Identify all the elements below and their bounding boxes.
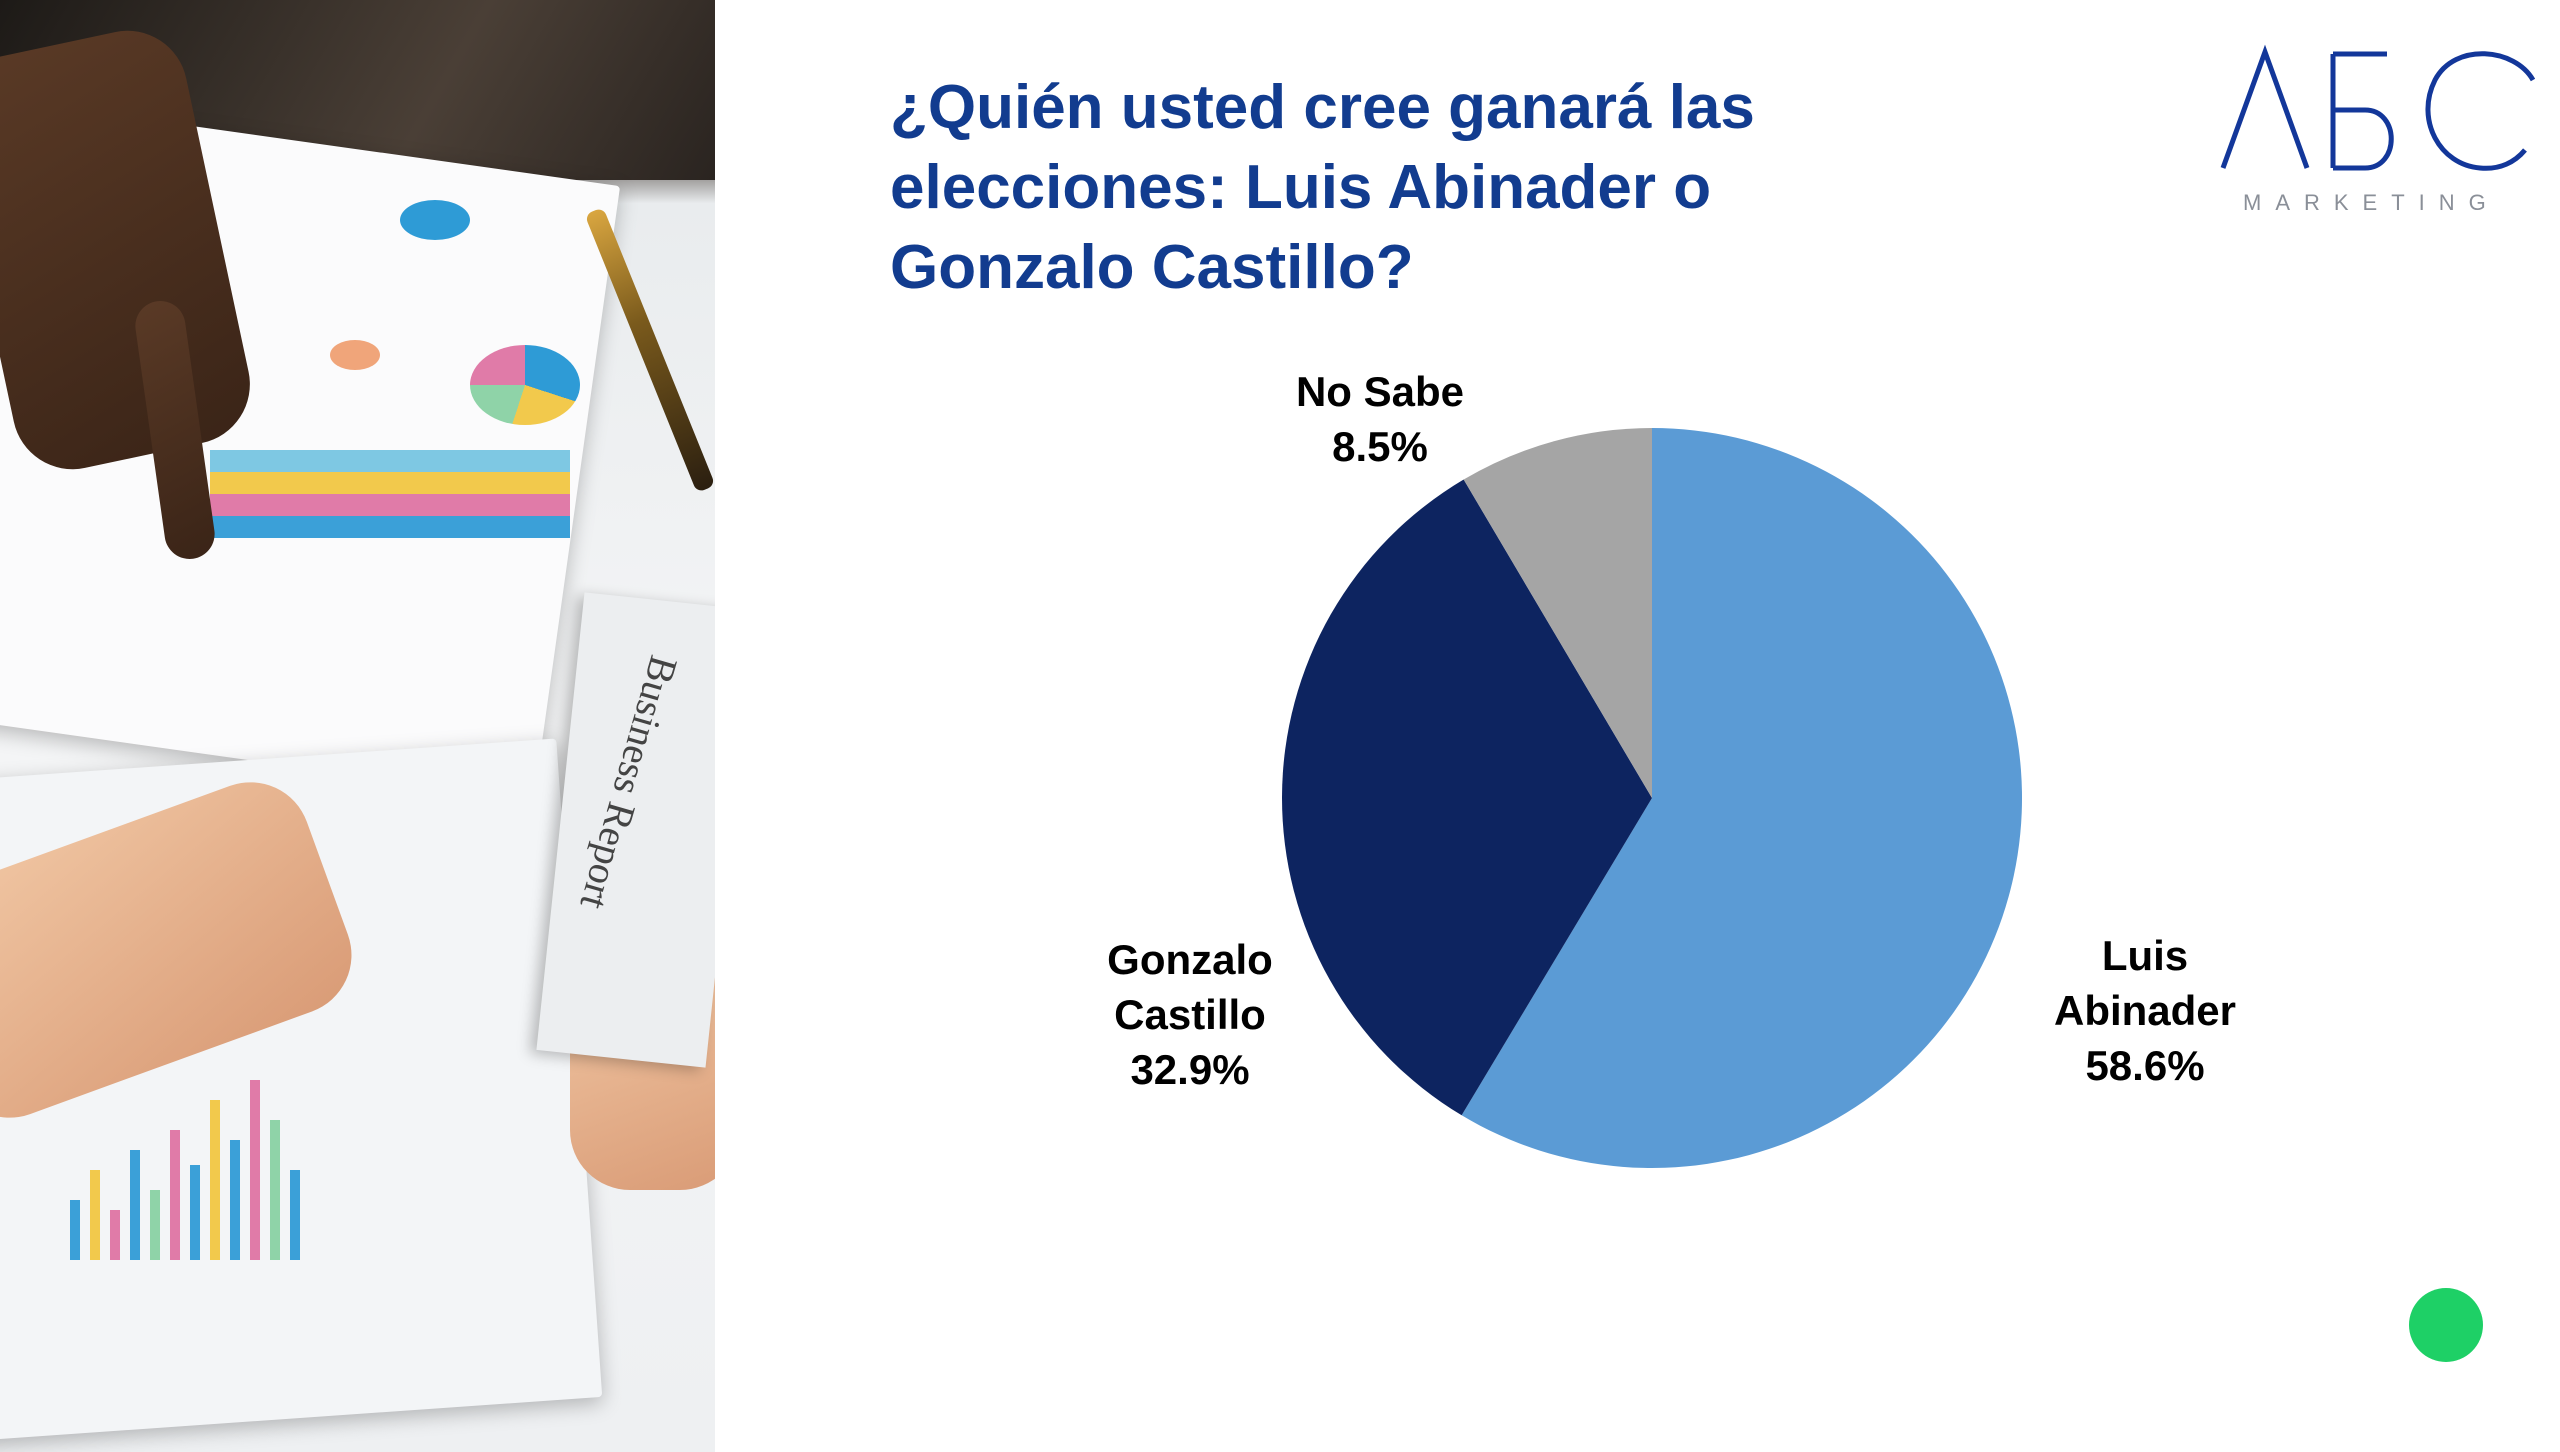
pie-slice-luis-abinader xyxy=(1461,428,2023,1168)
abc-logo-mark xyxy=(2220,44,2535,171)
photo-mini-pie xyxy=(400,200,470,240)
photo-area-band xyxy=(210,494,570,516)
photo-area-band xyxy=(210,516,570,538)
chart-title: ¿Quién usted cree ganará las elecciones:… xyxy=(890,73,1755,302)
abc-marketing-logo: MARKETING xyxy=(2215,40,2535,230)
business-photo: Business Report xyxy=(0,0,715,1452)
photo-area-band xyxy=(210,472,570,494)
accent-dot xyxy=(2409,1288,2483,1362)
pie-slice-gonzalo-castillo xyxy=(1282,479,1652,1116)
photo-mini-pie xyxy=(470,345,580,425)
pie-slice-no-sabe xyxy=(1463,428,1652,798)
photo-area-band xyxy=(210,450,570,472)
photo-mini-pie xyxy=(330,340,380,370)
logo-subtitle: MARKETING xyxy=(2243,190,2500,215)
photo-bar-graph xyxy=(70,1060,370,1260)
